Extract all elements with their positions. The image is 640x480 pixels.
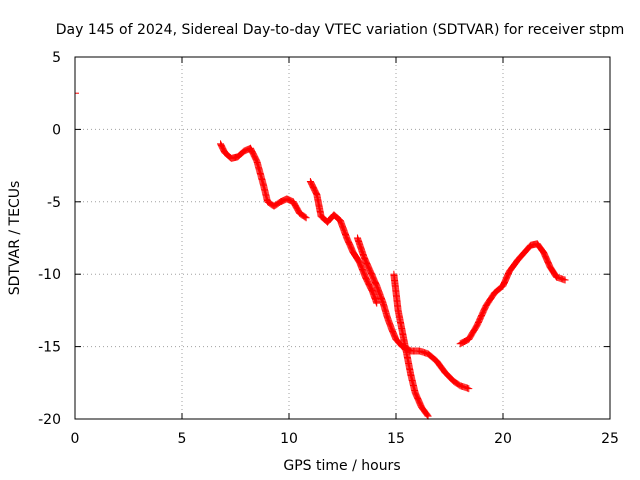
x-tick-label: 5 [178,431,187,447]
y-tick-label: -5 [47,195,61,211]
series-sdtvar [75,92,569,420]
y-tick-label: -15 [38,340,61,356]
chart-title: Day 145 of 2024, Sidereal Day-to-day VTE… [56,22,625,38]
x-tick-label: 20 [494,431,512,447]
x-axis-label: GPS time / hours [283,458,400,474]
data-marker [302,214,310,222]
data-marker [424,412,432,420]
data-marker [373,299,381,307]
data-marker [301,213,309,221]
x-tick-label: 10 [280,431,298,447]
y-tick-label: -20 [38,412,61,428]
grid-lines [75,57,610,419]
y-tick-label: 0 [52,122,61,138]
x-tick-label: 0 [71,431,80,447]
data-series [75,92,569,420]
y-axis-label: SDTVAR / TECUs [7,181,23,296]
y-tick-label: -10 [38,267,61,283]
plot-frame [74,56,611,420]
x-tick-label: 15 [387,431,405,447]
data-marker [465,385,473,393]
x-tick-label: 25 [601,431,619,447]
y-tick-label: 5 [52,50,61,66]
axis-ticks: 0 5 10 15 20 25 5 0 -5 -10 -15 -20 [38,50,619,447]
data-marker [561,276,569,284]
data-marker [423,411,431,419]
